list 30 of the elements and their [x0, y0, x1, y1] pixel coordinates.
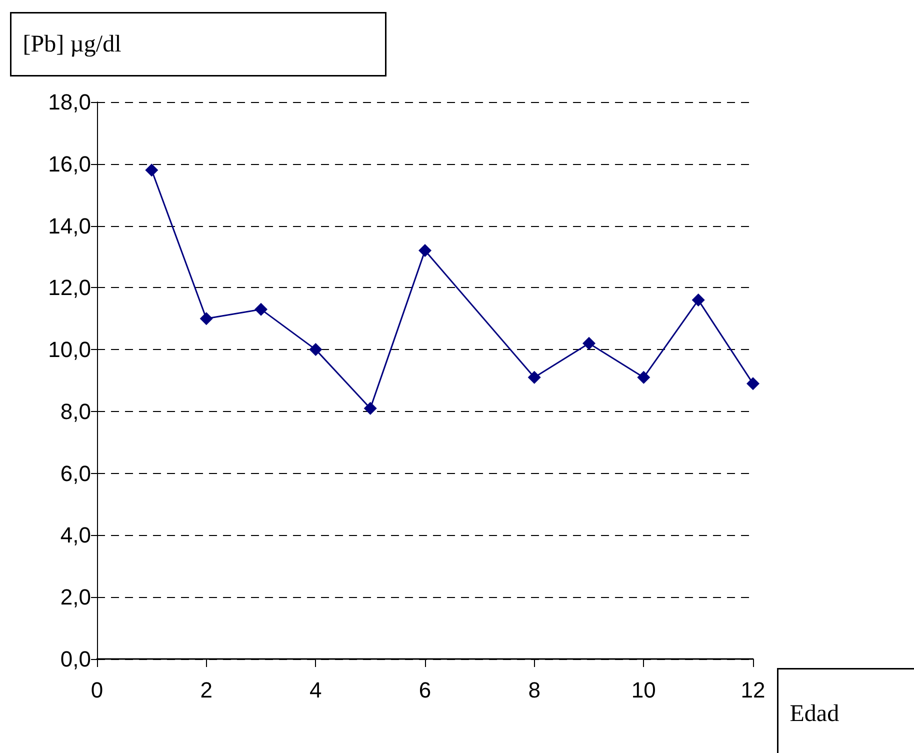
y-tick-label: 0,0 — [60, 646, 91, 672]
point — [254, 302, 268, 316]
y-tick-label: 10,0 — [48, 337, 91, 362]
y-tick-label: 12,0 — [48, 275, 91, 300]
point — [528, 370, 541, 384]
x-tick-label: 4 — [310, 678, 322, 702]
point — [582, 336, 596, 350]
y-tick-label: 6,0 — [60, 460, 91, 486]
point — [418, 244, 432, 258]
point — [309, 343, 322, 356]
point — [145, 164, 158, 177]
point — [200, 312, 213, 326]
y-axis-title: [Pb] µg/dl — [22, 31, 122, 58]
point — [364, 402, 377, 415]
x-axis-title: Edad — [790, 700, 840, 727]
y-tick-label: 2,0 — [60, 584, 91, 610]
y-tick-label: 14,0 — [48, 213, 91, 238]
point — [746, 377, 760, 390]
x-tick-label: 2 — [200, 678, 212, 702]
x-tick-label: 6 — [418, 678, 432, 702]
y-tick-label: 8,0 — [60, 398, 91, 424]
point — [637, 370, 650, 384]
x-tick-label: 12 — [740, 678, 766, 702]
x-tick-label: 0 — [90, 678, 104, 702]
y-tick-label: 4,0 — [60, 522, 91, 548]
x-tick-label: 8 — [528, 678, 540, 702]
y-tick-label: 16,0 — [48, 151, 91, 176]
point — [692, 294, 705, 307]
x-tick-label: 10 — [631, 678, 656, 702]
y-tick-label: 18,0 — [48, 90, 91, 114]
